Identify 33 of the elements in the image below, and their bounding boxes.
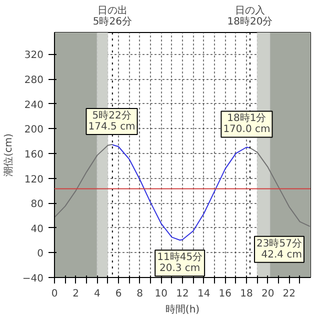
x-tick-label: 18 — [240, 288, 253, 300]
x-tick-label: 8 — [136, 288, 144, 300]
y-tick-label: 240 — [24, 100, 44, 111]
annotation: 23時57分 42.4 cm — [256, 237, 302, 260]
y-tick-label: 200 — [24, 124, 44, 136]
x-tick-label: 10 — [154, 288, 168, 300]
y-axis-title: 潮位(cm) — [2, 133, 14, 177]
x-tick-label: 12 — [176, 288, 189, 300]
y-tick-label: 80 — [30, 199, 44, 210]
y-tick-label: 40 — [30, 224, 44, 235]
y-tick-label: 280 — [24, 75, 44, 86]
line-series — [250, 147, 310, 227]
y-tick-label: 120 — [24, 174, 44, 186]
x-tick-label: 22 — [282, 288, 296, 300]
annotation: 11時45分 20.3 cm — [157, 251, 203, 274]
x-tick-label: 6 — [115, 288, 122, 300]
x-tick-label: 2 — [72, 288, 80, 300]
ref-line-label: 日の出 5時26分 — [92, 4, 132, 28]
x-axis-title: 時間(h) — [165, 304, 200, 316]
y-tick-label: 320 — [24, 50, 44, 62]
x-tick-label: 4 — [94, 288, 100, 300]
ref-line-label: 日の入 18時20分 — [227, 4, 273, 28]
x-tick-label: 16 — [218, 288, 232, 300]
y-tick-label: −40 — [22, 274, 44, 284]
x-tick-label: 14 — [197, 288, 210, 300]
y-tick-label: 0 — [37, 248, 44, 260]
line-series — [112, 144, 251, 241]
x-tick-label: 20 — [261, 288, 274, 300]
y-tick-label: 160 — [24, 149, 44, 160]
line-series — [54, 144, 113, 218]
x-tick-label: 0 — [51, 288, 58, 300]
annotation: 18時1分 170.0 cm — [223, 112, 270, 136]
annotation: 5時22分 174.5 cm — [88, 109, 136, 132]
